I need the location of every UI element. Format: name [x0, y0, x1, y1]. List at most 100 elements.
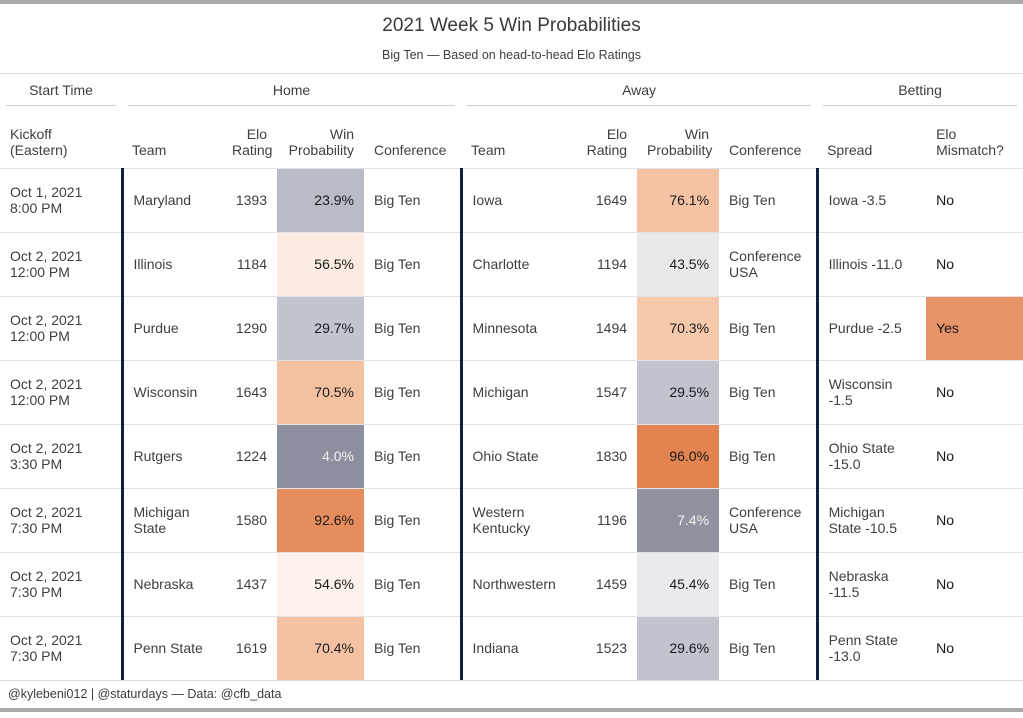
spread-cell: Nebraska -11.5 [815, 551, 927, 616]
spread-cell: Illinois -11.0 [815, 231, 927, 296]
away-team-cell: Minnesota [459, 295, 573, 360]
home-elo-cell: 1393 [222, 167, 277, 232]
col-header-home-team: Team [132, 141, 167, 158]
col-header-elo-mismatch: Elo Mismatch? [936, 125, 1004, 158]
away-team-cell: Ohio State [459, 423, 573, 488]
table-row: Oct 2, 2021 12:00 PM Wisconsin 1643 70.5% Bi… [0, 359, 1023, 424]
away-team-cell: Western Kentucky [459, 487, 573, 552]
away-conference-cell: Big Ten [719, 615, 818, 680]
away-win-prob-cell: 70.3% [637, 295, 720, 360]
home-elo-cell: 1224 [222, 423, 277, 488]
away-team-cell: Indiana [459, 615, 573, 680]
home-conference-cell: Big Ten [364, 231, 462, 296]
away-elo-cell: 1196 [572, 487, 638, 552]
col-header-away-elo: Elo Rating [586, 125, 628, 158]
spread-cell: Purdue -2.5 [815, 295, 927, 360]
mismatch-cell: Yes [926, 295, 1023, 360]
home-conference-cell: Big Ten [364, 295, 462, 360]
kickoff-cell: Oct 2, 2021 7:30 PM [0, 615, 122, 680]
away-conference-cell: Big Ten [719, 551, 818, 616]
spread-cell: Michigan State -10.5 [815, 487, 927, 552]
home-team-cell: Purdue [120, 295, 222, 360]
home-win-prob-cell: 56.5% [277, 231, 364, 296]
home-win-prob-cell: 29.7% [277, 295, 364, 360]
col-header-away-team: Team [471, 141, 506, 158]
away-win-prob-cell: 45.4% [637, 551, 720, 616]
away-win-prob-cell: 76.1% [637, 167, 720, 232]
column-header-row: Kickoff (Eastern) Team Elo Rating Win Pr… [0, 106, 1023, 168]
col-header-kickoff: Kickoff (Eastern) [10, 125, 68, 158]
away-elo-cell: 1547 [572, 359, 638, 424]
col-header-away-win-prob: Win Probability [647, 125, 713, 158]
away-elo-cell: 1194 [572, 231, 638, 296]
home-team-cell: Wisconsin [120, 359, 222, 424]
mismatch-cell: No [926, 423, 1023, 488]
home-win-prob-cell: 70.5% [277, 359, 364, 424]
spread-cell: Ohio State -15.0 [815, 423, 927, 488]
home-elo-cell: 1619 [222, 615, 277, 680]
mismatch-cell: No [926, 615, 1023, 680]
away-elo-cell: 1494 [572, 295, 638, 360]
table-header: 2021 Week 5 Win Probabilities Big Ten — … [0, 4, 1023, 74]
away-elo-cell: 1830 [572, 423, 638, 488]
away-conference-cell: Big Ten [719, 295, 818, 360]
home-team-cell: Rutgers [120, 423, 222, 488]
home-conference-cell: Big Ten [364, 423, 462, 488]
page-subtitle: Big Ten — Based on head-to-head Elo Rati… [382, 48, 641, 62]
away-team-cell: Charlotte [459, 231, 573, 296]
away-conference-cell: Big Ten [719, 423, 818, 488]
kickoff-cell: Oct 2, 2021 12:00 PM [0, 295, 122, 360]
home-team-cell: Maryland [120, 167, 222, 232]
home-team-cell: Penn State [120, 615, 222, 680]
away-elo-cell: 1523 [572, 615, 638, 680]
col-header-home-conference: Conference [374, 141, 447, 158]
home-elo-cell: 1184 [222, 231, 277, 296]
spanner-betting: Betting [817, 74, 1023, 106]
bottom-border-bar [0, 708, 1023, 712]
table-row: Oct 2, 2021 7:30 PM Michigan State 1580 92.… [0, 487, 1023, 552]
away-conference-cell: Conference USA [719, 231, 818, 296]
spread-cell: Iowa -3.5 [815, 167, 927, 232]
away-team-cell: Northwestern [459, 551, 573, 616]
kickoff-cell: Oct 2, 2021 3:30 PM [0, 423, 122, 488]
kickoff-cell: Oct 2, 2021 7:30 PM [0, 487, 122, 552]
table-row: Oct 2, 2021 12:00 PM Purdue 1290 29.7% Big T… [0, 295, 1023, 360]
home-win-prob-cell: 92.6% [277, 487, 364, 552]
away-win-prob-cell: 7.4% [637, 487, 720, 552]
home-win-prob-cell: 4.0% [277, 423, 364, 488]
home-elo-cell: 1643 [222, 359, 277, 424]
away-conference-cell: Conference USA [719, 487, 818, 552]
mismatch-cell: No [926, 167, 1023, 232]
kickoff-cell: Oct 2, 2021 12:00 PM [0, 231, 122, 296]
home-conference-cell: Big Ten [364, 551, 462, 616]
col-header-home-elo: Elo Rating [232, 125, 273, 158]
col-header-home-win-prob: Win Probability [288, 125, 354, 158]
source-note: @kylebeni012 | @staturdays — Data: @cfb_… [8, 687, 282, 701]
spread-cell: Penn State -13.0 [815, 615, 927, 680]
home-win-prob-cell: 54.6% [277, 551, 364, 616]
home-elo-cell: 1290 [222, 295, 277, 360]
kickoff-cell: Oct 1, 2021 8:00 PM [0, 167, 122, 232]
mismatch-cell: No [926, 359, 1023, 424]
col-header-spread: Spread [827, 141, 873, 158]
home-elo-cell: 1580 [222, 487, 277, 552]
table-row: Oct 2, 2021 3:30 PM Rutgers 1224 4.0% Big Te… [0, 423, 1023, 488]
away-win-prob-cell: 43.5% [637, 231, 720, 296]
table-row: Oct 2, 2021 7:30 PM Nebraska 1437 54.6% Big … [0, 551, 1023, 616]
spanner-away: Away [461, 74, 817, 106]
home-elo-cell: 1437 [222, 551, 277, 616]
win-probability-table: Start Time Home Away Betting Kickoff (Ea… [0, 74, 1023, 680]
mismatch-cell: No [926, 231, 1023, 296]
away-conference-cell: Big Ten [719, 167, 818, 232]
top-border-bar [0, 0, 1023, 4]
away-elo-cell: 1649 [572, 167, 638, 232]
home-conference-cell: Big Ten [364, 167, 462, 232]
table-row: Oct 2, 2021 7:30 PM Penn State 1619 70.4% Bi… [0, 615, 1023, 680]
mismatch-cell: No [926, 487, 1023, 552]
table-body: Oct 1, 2021 8:00 PM Maryland 1393 23.9% Big … [0, 167, 1023, 680]
away-conference-cell: Big Ten [719, 359, 818, 424]
spread-cell: Wisconsin -1.5 [815, 359, 927, 424]
home-win-prob-cell: 70.4% [277, 615, 364, 680]
table-row: Oct 1, 2021 8:00 PM Maryland 1393 23.9% Big … [0, 167, 1023, 232]
kickoff-cell: Oct 2, 2021 12:00 PM [0, 359, 122, 424]
